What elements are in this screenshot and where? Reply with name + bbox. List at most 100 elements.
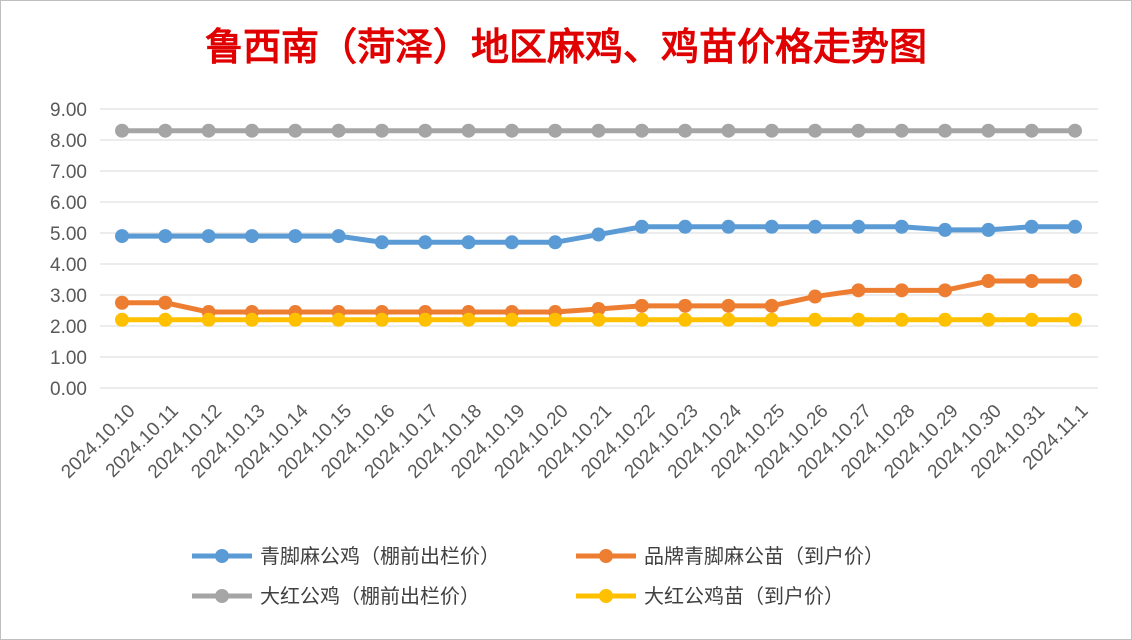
data-point [938,123,953,138]
series-0 [115,219,1082,250]
data-point [158,312,173,327]
y-tick-label: 2.00 [50,317,87,338]
data-point [591,312,606,327]
legend-swatch-marker [215,589,229,603]
data-point [504,123,519,138]
data-point [938,222,953,237]
data-point [115,123,129,138]
data-point [548,123,563,138]
data-point [591,227,606,242]
series-lines [115,123,1082,327]
data-point [981,274,996,289]
y-tick-label: 4.00 [50,255,87,276]
data-point [461,235,476,250]
y-tick-label: 5.00 [50,224,87,245]
data-point [938,283,953,298]
data-point [634,312,649,327]
data-point [1024,123,1039,138]
data-point [808,289,823,304]
data-point [548,235,563,250]
data-point [115,312,129,327]
data-point [374,312,389,327]
data-point [1068,123,1082,138]
y-tick-label: 0.00 [50,379,87,400]
data-point [721,123,736,138]
legend: 青脚麻公鸡（棚前出栏价） 品牌青脚麻公苗（到户价） 大红公鸡（棚前出栏价） 大红公鸡苗… [192,544,884,608]
data-point [504,235,519,250]
legend-swatch-marker [215,549,229,563]
data-point [894,283,909,298]
data-point [851,123,866,138]
y-axis-ticks: 0.00 1.00 2.00 3.00 4.00 5.00 6.00 7.00 8.00 9.00 [50,100,87,400]
data-point [678,298,693,313]
legend-label: 青脚麻公鸡（棚前出栏价） [260,544,500,568]
data-point [504,312,519,327]
data-point [374,235,389,250]
data-point [158,123,173,138]
data-point [894,219,909,234]
data-point [331,229,346,244]
y-tick-label: 6.00 [50,193,87,214]
legend-swatch-marker [599,589,613,603]
grid-lines [100,108,1098,389]
data-point [808,219,823,234]
data-point [678,123,693,138]
chart-title: 鲁西南（菏泽）地区麻鸡、鸡苗价格走势图 [205,24,927,69]
legend-swatch-marker [599,549,613,563]
data-point [1024,312,1039,327]
data-point [1068,219,1082,234]
data-point [808,312,823,327]
x-axis-ticks: 2024.10.102024.10.112024.10.122024.10.13… [57,400,1092,482]
data-point [764,298,779,313]
legend-label: 大红公鸡苗（到户价） [644,584,844,608]
data-point [331,312,346,327]
data-point [374,123,389,138]
data-point [634,298,649,313]
data-point [201,123,216,138]
data-point [115,229,129,244]
data-point [764,219,779,234]
series-3 [115,312,1082,327]
y-tick-label: 7.00 [50,162,87,183]
series-1 [115,274,1082,320]
data-point [721,219,736,234]
series-2 [115,123,1082,138]
data-point [764,312,779,327]
data-point [851,283,866,298]
legend-item: 大红公鸡苗（到户价） [576,584,844,608]
data-point [288,312,303,327]
legend-item: 青脚麻公鸡（棚前出栏价） [192,544,500,568]
data-point [678,312,693,327]
data-point [981,222,996,237]
data-point [201,312,216,327]
data-point [115,295,129,310]
data-point [808,123,823,138]
data-point [591,123,606,138]
data-point [461,312,476,327]
data-point [894,312,909,327]
data-point [938,312,953,327]
data-point [894,123,909,138]
data-point [244,123,259,138]
data-point [244,229,259,244]
data-point [418,235,433,250]
data-point [418,312,433,327]
data-point [981,123,996,138]
data-point [591,301,606,316]
data-point [721,298,736,313]
data-point [1068,312,1082,327]
data-point [418,123,433,138]
data-point [1068,274,1082,289]
data-point [201,229,216,244]
data-point [461,123,476,138]
data-point [158,295,173,310]
data-point [288,123,303,138]
data-point [288,229,303,244]
y-tick-label: 9.00 [50,100,87,121]
data-point [721,312,736,327]
y-tick-label: 8.00 [50,131,87,152]
legend-item: 品牌青脚麻公苗（到户价） [576,544,884,568]
y-tick-label: 1.00 [50,348,87,369]
data-point [1024,219,1039,234]
